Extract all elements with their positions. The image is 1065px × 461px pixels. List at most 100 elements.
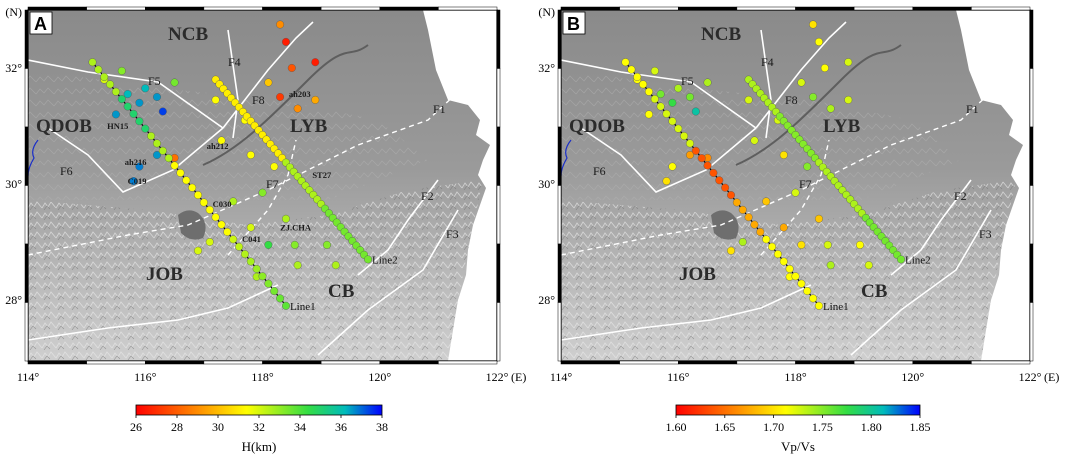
fault-label: F5: [681, 74, 694, 88]
station-marker: [732, 198, 741, 207]
station-marker: [290, 240, 299, 249]
station-marker: [791, 188, 800, 197]
fault-line: [28, 284, 279, 341]
station-marker: [311, 58, 320, 67]
station-label: ah216: [125, 157, 147, 167]
station-marker: [803, 287, 812, 296]
station-marker: [715, 176, 724, 185]
profile-label-line1: Line1: [290, 301, 316, 313]
station-marker: [809, 20, 818, 29]
fault-label: F4: [761, 55, 774, 69]
station-marker: [135, 98, 144, 107]
station-marker: [744, 95, 753, 104]
lon-tick-label: 118°: [251, 370, 274, 384]
lake: [711, 210, 739, 240]
station-marker: [111, 87, 120, 96]
stations: [621, 20, 906, 310]
station-marker: [823, 240, 832, 249]
north-axis-label: (N): [5, 5, 22, 19]
station-marker: [129, 177, 138, 186]
station-marker: [709, 168, 718, 177]
station-marker: [656, 90, 665, 99]
lat-tick-label: 30°: [538, 177, 555, 191]
inferred-fault-line: [561, 91, 992, 256]
station-marker: [844, 58, 853, 67]
station-marker: [727, 246, 736, 255]
colorbar-gradient: [675, 404, 921, 416]
station-marker: [117, 95, 126, 104]
station-marker: [656, 102, 665, 111]
station-marker: [135, 117, 144, 126]
station-marker: [293, 104, 302, 113]
fault-label: F7: [799, 177, 812, 191]
station-marker: [135, 162, 144, 171]
north-axis-label: (N): [538, 5, 555, 19]
station-marker: [229, 197, 238, 206]
tectonic-block-label: LYB: [823, 116, 861, 137]
station-marker: [170, 78, 179, 87]
station-marker: [773, 250, 782, 259]
station-marker: [674, 124, 683, 133]
station-marker: [264, 78, 273, 87]
station-marker: [188, 183, 197, 192]
map-frame: [24, 6, 501, 365]
station-marker: [674, 84, 683, 93]
station-marker: [364, 255, 373, 264]
station-marker: [176, 168, 185, 177]
fault-line: [561, 59, 757, 129]
station-marker: [246, 257, 255, 266]
lon-tick-label: 116°: [667, 370, 690, 384]
station-marker: [650, 95, 659, 104]
station-label: C019: [128, 176, 147, 186]
station-marker: [229, 235, 238, 244]
fault-label: F2: [421, 189, 434, 203]
station-marker: [814, 37, 823, 46]
lat-tick-label: 32°: [5, 61, 22, 75]
colorbar-title: H(km): [242, 439, 277, 454]
lon-tick-label: 114°: [550, 370, 573, 384]
station-marker: [270, 287, 279, 296]
station-marker: [240, 250, 249, 259]
east-axis-label: (E): [511, 370, 526, 384]
station-marker: [668, 162, 677, 171]
station-marker: [662, 177, 671, 186]
station-marker: [223, 227, 232, 236]
profile-line-1: [625, 61, 820, 307]
river: [735, 44, 902, 166]
station-marker: [864, 261, 873, 270]
station-marker: [750, 220, 759, 229]
station-marker: [703, 161, 712, 170]
station-marker: [100, 72, 109, 81]
fault-line: [850, 209, 992, 356]
station-marker: [814, 214, 823, 223]
station-label: C041: [242, 234, 261, 244]
station-marker: [814, 301, 823, 310]
station-marker: [293, 261, 302, 270]
station-marker: [685, 139, 694, 148]
station-marker: [123, 102, 132, 111]
station-marker: [797, 240, 806, 249]
station-marker: [276, 294, 285, 303]
lat-tick-label: 30°: [5, 177, 22, 191]
station-marker: [633, 72, 642, 81]
lon-tick-label: 116°: [134, 370, 157, 384]
tectonic-block-label: JOB: [679, 264, 716, 285]
hill-relief: [28, 70, 428, 200]
fault-line: [580, 127, 757, 193]
colorbar-tick-label: 32: [253, 420, 265, 434]
station-marker: [768, 242, 777, 251]
stations: [88, 20, 373, 310]
station-marker: [779, 257, 788, 266]
station-marker: [322, 240, 331, 249]
fault-label: F1: [966, 102, 979, 116]
tectonic-block-label: LYB: [290, 116, 328, 137]
lake: [178, 210, 206, 240]
panel-b: NCB QDOB LYB JOB CB F1 F2 F3 F4 F5 F6 F7 F8 Line1 Line…: [538, 5, 1059, 454]
fault-line: [357, 179, 439, 276]
fault-label: F8: [252, 93, 265, 107]
station-marker: [246, 223, 255, 232]
fault-label: F6: [593, 164, 606, 178]
station-marker: [644, 87, 653, 96]
station-marker: [281, 214, 290, 223]
station-marker: [844, 95, 853, 104]
